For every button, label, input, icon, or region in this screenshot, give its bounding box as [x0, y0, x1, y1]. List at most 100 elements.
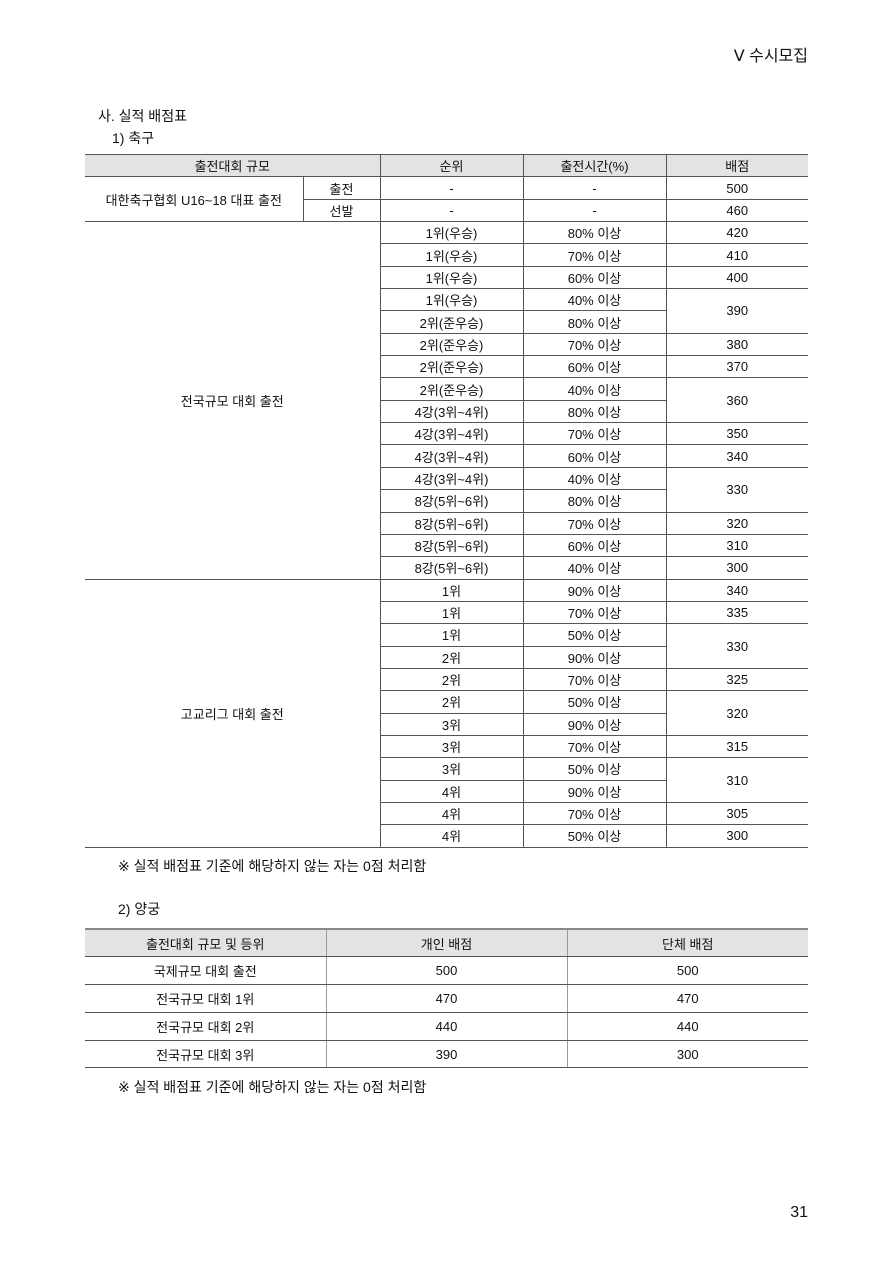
table-row: 8강(5위~6위) 40% 이상 300	[85, 556, 808, 580]
play-time-cell: 90% 이상	[522, 779, 666, 803]
score-cell: 300	[665, 824, 808, 848]
score-cell: 370	[665, 355, 808, 379]
table-row: 전국규모 대회 3위 390 300	[85, 1039, 808, 1069]
score-cell: 350	[665, 422, 808, 446]
table-row: 2위(준우승) 80% 이상	[85, 310, 808, 334]
table-row: 1위(우승) 60% 이상 400	[85, 265, 808, 290]
rank-cell: 3위	[380, 757, 524, 781]
score-cell: 410	[665, 243, 808, 267]
table-row: 1위 50% 이상 330	[85, 623, 808, 669]
play-time-cell: 60% 이상	[522, 444, 667, 468]
rank-cell: 1위	[380, 623, 524, 647]
play-time-cell: -	[522, 176, 667, 200]
table-row: 3위 50% 이상 310	[85, 757, 808, 803]
rank-cell: 4위	[380, 801, 524, 826]
team-score-cell: 300	[566, 1039, 808, 1069]
competition-rank-cell: 전국규모 대회 1위	[85, 984, 327, 1013]
score-cell: 360	[665, 377, 808, 424]
score-cell: 380	[665, 332, 808, 357]
play-time-cell: 50% 이상	[522, 757, 667, 781]
rank-cell: 8강(5위~6위)	[380, 489, 524, 513]
table-row: 국제규모 대회 출전 500 500	[85, 956, 808, 986]
competition-scale-cell: 고교리그 대회 출전	[85, 578, 381, 848]
table-row: 2위(준우승) 60% 이상 370	[85, 355, 808, 379]
score-cell: 320	[665, 690, 808, 736]
play-time-cell: 60% 이상	[522, 533, 667, 558]
column-header: 순위	[379, 153, 524, 178]
play-time-cell: 90% 이상	[522, 712, 666, 736]
archery-score-table: 출전대회 규모 및 등위 개인 배점 단체 배점 국제규모 대회 출전 500 50…	[85, 928, 808, 1069]
score-cell: 300	[665, 556, 808, 580]
play-time-cell: 80% 이상	[522, 399, 666, 424]
rank-cell: 1위(우승)	[380, 288, 524, 312]
table-row: 대한축구협회 U16~18 대표 출전 출전 - -500	[85, 176, 808, 223]
play-time-cell: 90% 이상	[522, 645, 666, 669]
table-row: 4강(3위~4위) 80% 이상	[85, 399, 808, 424]
rank-cell: 1위	[379, 578, 524, 602]
play-time-cell: 40% 이상	[522, 556, 667, 580]
score-cell: 340	[665, 444, 808, 468]
play-time-cell: 50% 이상	[522, 623, 667, 647]
table-row: 4위 70% 이상 305	[85, 801, 808, 826]
score-cell: 460	[665, 198, 808, 223]
play-time-cell: 90% 이상	[522, 578, 667, 602]
rank-cell: 1위(우승)	[380, 243, 524, 267]
competition-scale-cell: 대한축구협회 U16~18 대표 출전	[85, 176, 304, 223]
play-time-cell: 80% 이상	[522, 310, 666, 334]
table-row: 2위 70% 이상 325	[85, 667, 808, 692]
archery-note: ※ 실적 배점표 기준에 해당하지 않는 자는 0점 처리함	[118, 1079, 427, 1095]
table-row: 2위(준우승) 40% 이상 360	[85, 377, 808, 424]
play-time-cell: 70% 이상	[522, 511, 667, 535]
page-number: 31	[790, 1204, 808, 1221]
table-row: 고교리그 대회 출전 1위 90% 이상 340	[85, 578, 808, 848]
soccer-score-table: 출전대회 규모 순위 출전시간(%) 배점 대한축구협회 U16~18 대표 출…	[85, 153, 808, 848]
competition-rank-cell: 국제규모 대회 출전	[85, 956, 327, 986]
rank-cell: 2위(준우승)	[380, 310, 524, 334]
play-time-cell: 40% 이상	[522, 466, 667, 491]
rank-cell: 1위(우승)	[379, 221, 524, 245]
individual-score-cell: 470	[325, 984, 568, 1013]
rank-cell: 1위(우승)	[380, 265, 524, 290]
rank-cell: 1위	[380, 600, 524, 625]
table-row: 1위 70% 이상 335	[85, 600, 808, 625]
section-title: 사. 실적 배점표	[98, 108, 187, 124]
competition-scale-cell: 전국규모 대회 출전	[85, 221, 381, 580]
rank-cell: 3위	[380, 734, 524, 759]
score-cell: 325	[665, 667, 808, 692]
rank-cell: 4강(3위~4위)	[380, 422, 524, 446]
archery-title: 2) 양궁	[118, 901, 161, 917]
play-time-cell: 50% 이상	[522, 690, 667, 714]
score-cell: 335	[665, 600, 808, 625]
table-row: 3위 70% 이상 315	[85, 734, 808, 759]
table-row: 8강(5위~6위) 60% 이상 310	[85, 533, 808, 558]
table-row: 4위 50% 이상 300	[85, 824, 808, 848]
score-cell: 330	[665, 623, 808, 669]
competition-rank-cell: 전국규모 대회 3위	[85, 1039, 327, 1069]
rank-cell: 4강(3위~4위)	[380, 444, 524, 468]
rank-cell: 2위(준우승)	[380, 332, 524, 357]
table-row: 전국규모 대회 1위 470 470	[85, 984, 808, 1013]
play-time-cell: 50% 이상	[522, 824, 667, 848]
soccer-title: 1) 축구	[112, 130, 155, 146]
chapter-header: Ⅴ 수시모집	[733, 48, 808, 65]
score-cell: 390	[665, 288, 808, 334]
rank-cell: 4강(3위~4위)	[380, 466, 524, 491]
rank-cell: -	[379, 198, 524, 223]
team-score-cell: 470	[566, 984, 808, 1013]
play-time-cell: 70% 이상	[522, 801, 667, 826]
rank-cell: 2위	[380, 690, 524, 714]
score-cell: 340	[665, 578, 808, 602]
score-cell: 315	[665, 734, 808, 759]
play-time-cell: 70% 이상	[522, 667, 667, 692]
rank-cell: -	[379, 176, 524, 200]
play-time-cell: 60% 이상	[522, 355, 667, 379]
rank-cell: 4강(3위~4위)	[380, 399, 524, 424]
table-row: 3위 90% 이상	[85, 712, 808, 736]
table-row: 2위(준우승) 70% 이상 380	[85, 332, 808, 357]
column-header: 출전대회 규모	[85, 153, 381, 178]
table-row: 4강(3위~4위) 40% 이상 330	[85, 466, 808, 513]
column-header: 출전대회 규모 및 등위	[85, 928, 327, 958]
individual-score-cell: 500	[325, 956, 568, 986]
rank-cell: 8강(5위~6위)	[380, 556, 524, 580]
